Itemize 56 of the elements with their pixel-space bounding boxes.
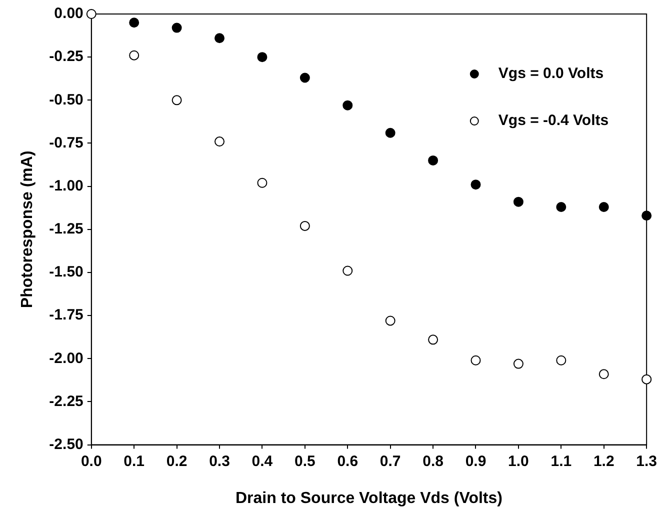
point	[470, 180, 481, 190]
y-tick-label: 0.00	[54, 5, 84, 22]
point	[257, 52, 268, 62]
y-tick-label: -0.75	[49, 134, 84, 152]
legend-label: Vgs = -0.4 Volts	[498, 112, 609, 130]
x-tick-label: 1.1	[550, 452, 572, 470]
x-axis-title: Drain to Source Voltage Vds (Volts)	[235, 490, 502, 507]
y-tick-label: -1.00	[49, 177, 84, 194]
point	[556, 202, 566, 212]
point	[342, 100, 353, 110]
legend-label: Vgs = 0.0 Volts	[498, 65, 604, 82]
point	[342, 266, 353, 276]
point	[513, 358, 524, 369]
point	[129, 18, 140, 28]
point	[428, 334, 438, 345]
point	[172, 22, 182, 33]
x-tick-label: 0.1	[124, 452, 145, 470]
x-tick-label: 0.0	[80, 452, 102, 470]
point	[129, 50, 140, 60]
x-tick-label: 0.4	[252, 452, 274, 470]
point	[300, 220, 310, 231]
point	[214, 136, 225, 147]
y-tick-label: -1.75	[49, 306, 84, 324]
x-tick-label: 0.2	[166, 452, 188, 470]
point	[470, 355, 481, 366]
y-tick-label: -2.00	[49, 350, 84, 367]
x-tick-label: 0.3	[209, 452, 230, 470]
point	[598, 369, 609, 380]
point	[428, 155, 438, 166]
y-tick-label: -1.25	[49, 220, 84, 238]
y-axis-title: Photoresponse (mA)	[19, 150, 36, 308]
x-tick-label: 1.3	[636, 452, 658, 470]
y-tick-label: -0.50	[49, 91, 84, 108]
point	[642, 374, 652, 384]
point	[598, 202, 609, 212]
point	[385, 128, 396, 138]
x-tick-label: 0.9	[465, 452, 486, 470]
point	[214, 33, 225, 44]
x-tick-label: 1.0	[508, 452, 529, 470]
y-tick-label: -2.50	[49, 436, 84, 453]
point	[385, 316, 396, 326]
x-tick-label: 0.7	[380, 452, 401, 470]
point	[556, 355, 566, 366]
point	[642, 210, 652, 221]
point	[257, 178, 268, 188]
point	[86, 9, 96, 19]
y-tick-label: -2.25	[49, 392, 84, 410]
y-tick-label: -0.25	[49, 48, 84, 66]
x-tick-label: 0.5	[294, 452, 316, 470]
y-tick-label: -1.50	[49, 264, 84, 281]
x-tick-label: 1.2	[593, 452, 614, 470]
x-tick-label: 0.6	[337, 452, 358, 470]
point	[300, 72, 310, 83]
point	[513, 196, 524, 207]
point	[172, 95, 182, 106]
x-tick-label: 0.8	[422, 452, 444, 470]
